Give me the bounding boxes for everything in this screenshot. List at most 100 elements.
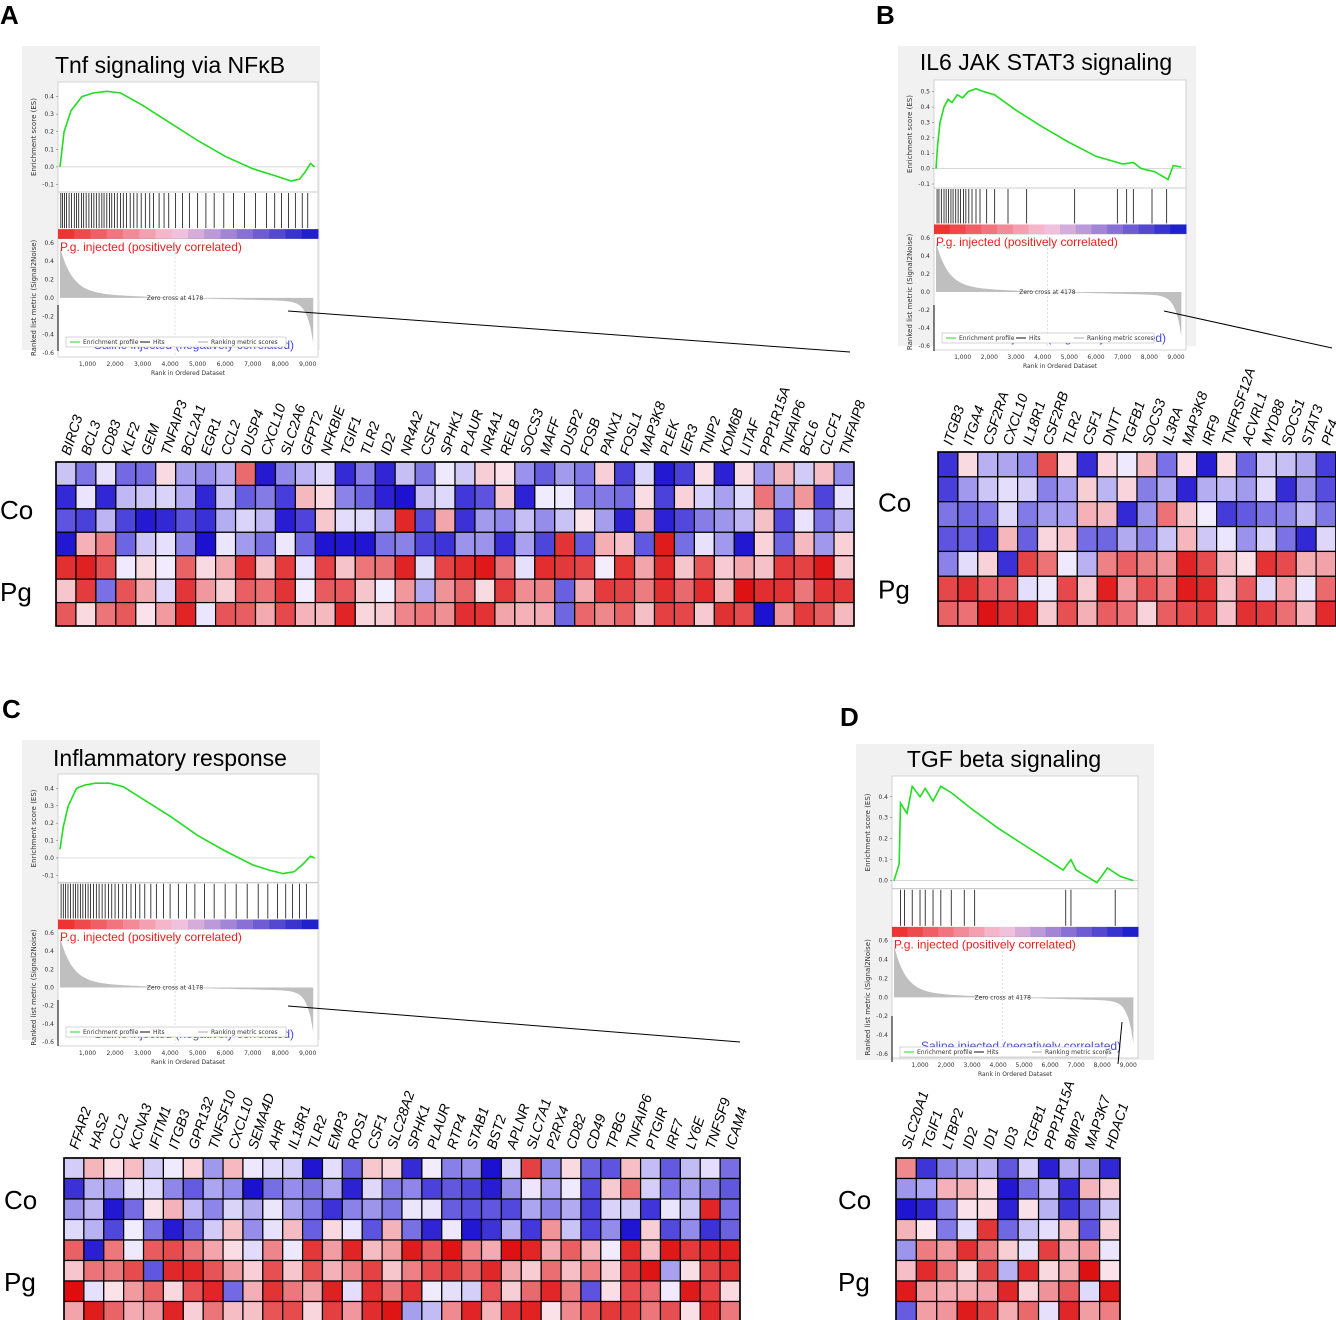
heatmap-cell <box>1058 1177 1080 1200</box>
heatmap-cell <box>833 601 855 627</box>
heatmap-cell <box>639 1259 662 1282</box>
legend-label: Ranking metric scores <box>1087 335 1154 342</box>
heatmap-cell <box>1016 575 1039 602</box>
heatmap-cell <box>594 531 616 557</box>
ranking-metric-area <box>60 937 314 1032</box>
heatmap-cell <box>1037 1300 1060 1320</box>
heatmap-cell <box>580 1300 602 1320</box>
heatmap-cell <box>560 1157 582 1180</box>
heatmap-cell <box>474 555 496 580</box>
heatmap-cell <box>1056 476 1078 503</box>
heatmap-cell <box>334 484 356 510</box>
heatmap-cell <box>461 1239 483 1262</box>
heatmap-cell <box>1215 501 1238 528</box>
metric-tick-label: 0.2 <box>878 975 888 982</box>
heatmap-cell <box>1275 550 1297 577</box>
x-tick-label: 5,000 <box>1061 354 1078 361</box>
heatmap-cell <box>1315 550 1336 577</box>
heatmap-cell <box>95 461 117 487</box>
heatmap-cell <box>95 484 117 510</box>
heatmap-cell <box>414 484 436 510</box>
x-tick-label: 7,000 <box>1114 354 1131 361</box>
heatmap-cell <box>1016 451 1039 478</box>
x-tick-label: 1,000 <box>79 361 96 368</box>
heatmap-cell <box>282 1280 304 1303</box>
heatmap-cell <box>314 601 336 627</box>
heatmap-cell <box>977 476 999 503</box>
heatmap-cell <box>454 508 476 533</box>
heatmap-cell <box>123 1198 145 1221</box>
heatmap-cell <box>1036 525 1058 553</box>
heatmap-cell <box>1315 575 1336 602</box>
positive-correlation-label: P.g. injected (positively correlated) <box>894 938 1076 952</box>
gsea-title: Inflammatory response <box>53 745 287 771</box>
heatmap-cell <box>699 1259 721 1282</box>
x-tick-label: 6,000 <box>1087 354 1104 361</box>
rank-color-segment <box>1061 926 1077 937</box>
heatmap-cell <box>381 1280 403 1303</box>
heatmap-cell <box>135 508 157 533</box>
heatmap-cell <box>361 1300 383 1320</box>
heatmap-cell <box>334 461 356 487</box>
heatmap-cell <box>83 1198 105 1221</box>
heatmap-cell <box>494 578 516 604</box>
rank-color-segment <box>1170 224 1187 234</box>
heatmap-cell <box>699 1157 721 1180</box>
heatmap-cell <box>115 461 137 487</box>
heatmap-cell <box>560 1300 582 1320</box>
heatmap-cell <box>254 601 277 627</box>
legend-label: Ranking metric scores <box>211 339 278 346</box>
zoom-line-right <box>1163 310 1333 349</box>
heatmap-cell <box>937 525 959 553</box>
heatmap-cell <box>1235 575 1257 602</box>
heatmap-cell <box>1076 451 1098 478</box>
heatmap-cell <box>997 575 1019 602</box>
heatmap-cell <box>162 1259 184 1282</box>
heatmap-cell <box>341 1259 363 1282</box>
heatmap-cell <box>1037 1218 1060 1241</box>
metric-tick-label: 0.0 <box>44 985 54 992</box>
heatmap-cell <box>222 1300 244 1320</box>
heatmap-cell <box>1056 600 1078 627</box>
legend-label: Enrichment profile <box>959 335 1015 342</box>
heatmap-cell <box>679 1198 701 1221</box>
heatmap-cell <box>936 1177 958 1200</box>
heatmap-cell <box>560 1218 582 1241</box>
heatmap-cell <box>833 508 855 533</box>
heatmap-cell <box>1295 600 1317 627</box>
heatmap-cell <box>474 461 496 487</box>
heatmap-cell <box>274 601 297 627</box>
heatmap-cell <box>474 578 496 604</box>
heatmap-cell <box>719 1157 741 1180</box>
heatmap-cell <box>719 1218 741 1241</box>
rank-color-segment <box>139 919 156 930</box>
heatmap-cell <box>1076 575 1098 602</box>
heatmap-cell <box>115 508 137 533</box>
rank-color-segment <box>188 229 205 239</box>
heatmap-cell <box>1196 575 1218 602</box>
heatmap-cell <box>554 461 576 487</box>
heatmap-cell <box>1017 1259 1040 1282</box>
heatmap-cell <box>222 1198 244 1221</box>
x-tick-label: 5,000 <box>1016 1062 1033 1069</box>
heatmap-cell <box>254 484 277 510</box>
metric-tick-label: 0.4 <box>44 258 54 265</box>
heatmap-cell <box>560 1259 582 1282</box>
heatmap-cell <box>633 555 656 580</box>
metric-tick-label: 0.0 <box>920 289 930 296</box>
heatmap-cell <box>222 1280 244 1303</box>
heatmap-cell <box>915 1239 938 1262</box>
heatmap-cell <box>733 531 755 557</box>
heatmap-cell <box>1017 1157 1040 1180</box>
x-axis-label: Rank in Ordered Dataset <box>978 1071 1053 1078</box>
heatmap-cell <box>554 601 576 627</box>
metric-tick-label: 0.0 <box>878 994 888 1001</box>
heatmap-cell <box>833 578 855 604</box>
es-tick-label: -0.1 <box>42 872 54 879</box>
heatmap-cell <box>977 501 999 528</box>
heatmap-cell <box>793 484 815 510</box>
heatmap-cell <box>659 1198 681 1221</box>
heatmap-cell <box>83 1259 105 1282</box>
heatmap-cell <box>976 1218 999 1241</box>
heatmap-cell <box>540 1218 562 1241</box>
